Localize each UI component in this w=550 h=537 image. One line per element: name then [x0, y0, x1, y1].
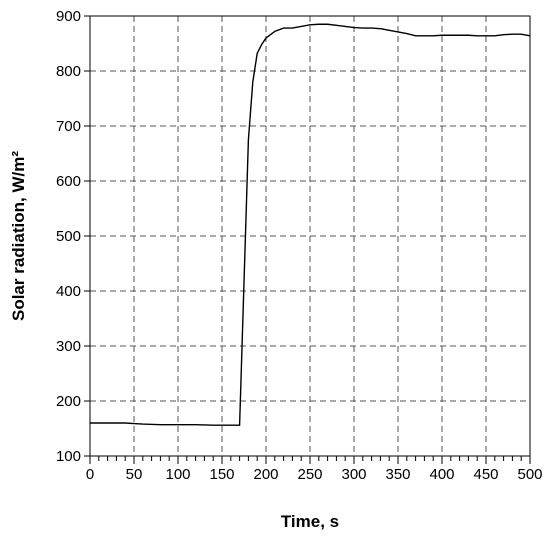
series-line [90, 23, 531, 426]
x-tick-label: 150 [209, 466, 234, 483]
y-tick-label: 400 [56, 283, 81, 300]
tick-labels: 0 50 100 150 200 250 300 350 400 450 500 100 200 300 4… [56, 8, 543, 483]
grid [90, 16, 530, 456]
x-axis-title: Time, s [281, 512, 339, 531]
y-axis-title: Solar radiation, W/m² [9, 151, 28, 321]
plot-frame [89, 15, 531, 457]
y-tick-label: 700 [56, 118, 81, 135]
y-tick-label: 200 [56, 393, 81, 410]
x-tick-label: 300 [341, 466, 366, 483]
y-tick-label: 800 [56, 63, 81, 80]
axis-ticks [84, 15, 531, 464]
y-tick-label: 900 [56, 8, 81, 25]
x-tick-label: 400 [429, 466, 454, 483]
x-tick-label: 0 [86, 466, 94, 483]
x-tick-label: 350 [385, 466, 410, 483]
x-tick-label: 50 [126, 466, 143, 483]
series [90, 23, 531, 426]
x-tick-label: 200 [253, 466, 278, 483]
y-tick-label: 100 [56, 448, 81, 465]
y-tick-label: 500 [56, 228, 81, 245]
x-tick-label: 100 [165, 466, 190, 483]
x-tick-label: 450 [473, 466, 498, 483]
x-tick-label: 250 [297, 466, 322, 483]
x-tick-label: 500 [517, 466, 542, 483]
y-tick-label: 300 [56, 338, 81, 355]
y-tick-label: 600 [56, 173, 81, 190]
